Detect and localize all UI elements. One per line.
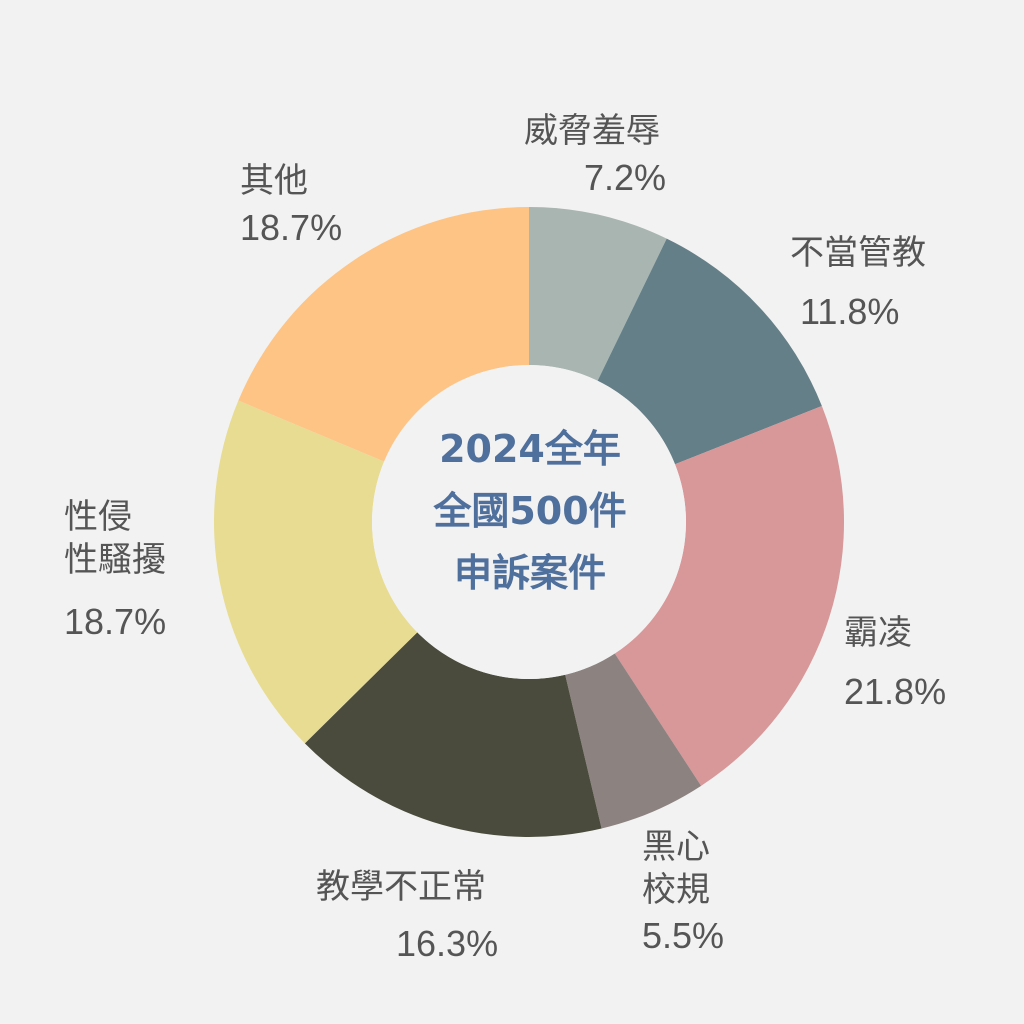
label-name: 威脅羞辱 — [524, 111, 661, 151]
label-percent: 5.5% — [642, 915, 725, 956]
label-other: 其他 18.7% — [240, 160, 342, 250]
label-unreasonable-rules: 黑心 校規 5.5% — [642, 826, 724, 958]
label-percent: 16.3% — [396, 922, 499, 964]
label-percent: 18.7% — [64, 601, 167, 642]
label-improper-discipline: 不當管教 11.8% — [790, 232, 926, 334]
donut-center-hole — [372, 365, 686, 679]
label-percent: 7.2% — [584, 156, 667, 198]
label-name: 黑心 — [642, 827, 710, 867]
label-name: 教學不正常 — [316, 867, 487, 907]
center-title-line-1: 2024全年 — [439, 427, 621, 471]
center-title-line-3: 申訴案件 — [453, 551, 606, 595]
donut-slice-3 — [614, 406, 844, 786]
center-title: 2024全年 全國500件 申訴案件 — [372, 418, 688, 604]
donut-slice-4 — [565, 653, 702, 829]
label-bullying: 霸凌 21.8% — [844, 612, 946, 714]
label-percent: 11.8% — [800, 290, 900, 332]
label-name: 性侵 — [64, 497, 132, 537]
label-sexual-harassment: 性侵 性騷擾 18.7% — [64, 496, 166, 644]
label-threat-insult: 威脅羞辱 7.2% — [518, 110, 666, 200]
label-percent: 18.7% — [240, 206, 343, 248]
label-name-line-2: 校規 — [642, 869, 710, 910]
label-percent: 21.8% — [844, 670, 947, 712]
donut-slice-6 — [214, 400, 418, 744]
center-title-line-2: 全國500件 — [433, 489, 627, 533]
label-name-line-2: 性騷擾 — [64, 539, 166, 580]
label-name: 霸凌 — [844, 613, 912, 653]
donut-slice-1 — [529, 207, 667, 381]
donut-slice-5 — [304, 632, 602, 837]
label-name: 不當管教 — [790, 233, 926, 273]
donut-slice-2 — [597, 238, 822, 465]
label-name: 其他 — [240, 161, 308, 201]
label-abnormal-teaching: 教學不正常 16.3% — [304, 866, 498, 966]
donut-slice-7 — [238, 207, 529, 462]
